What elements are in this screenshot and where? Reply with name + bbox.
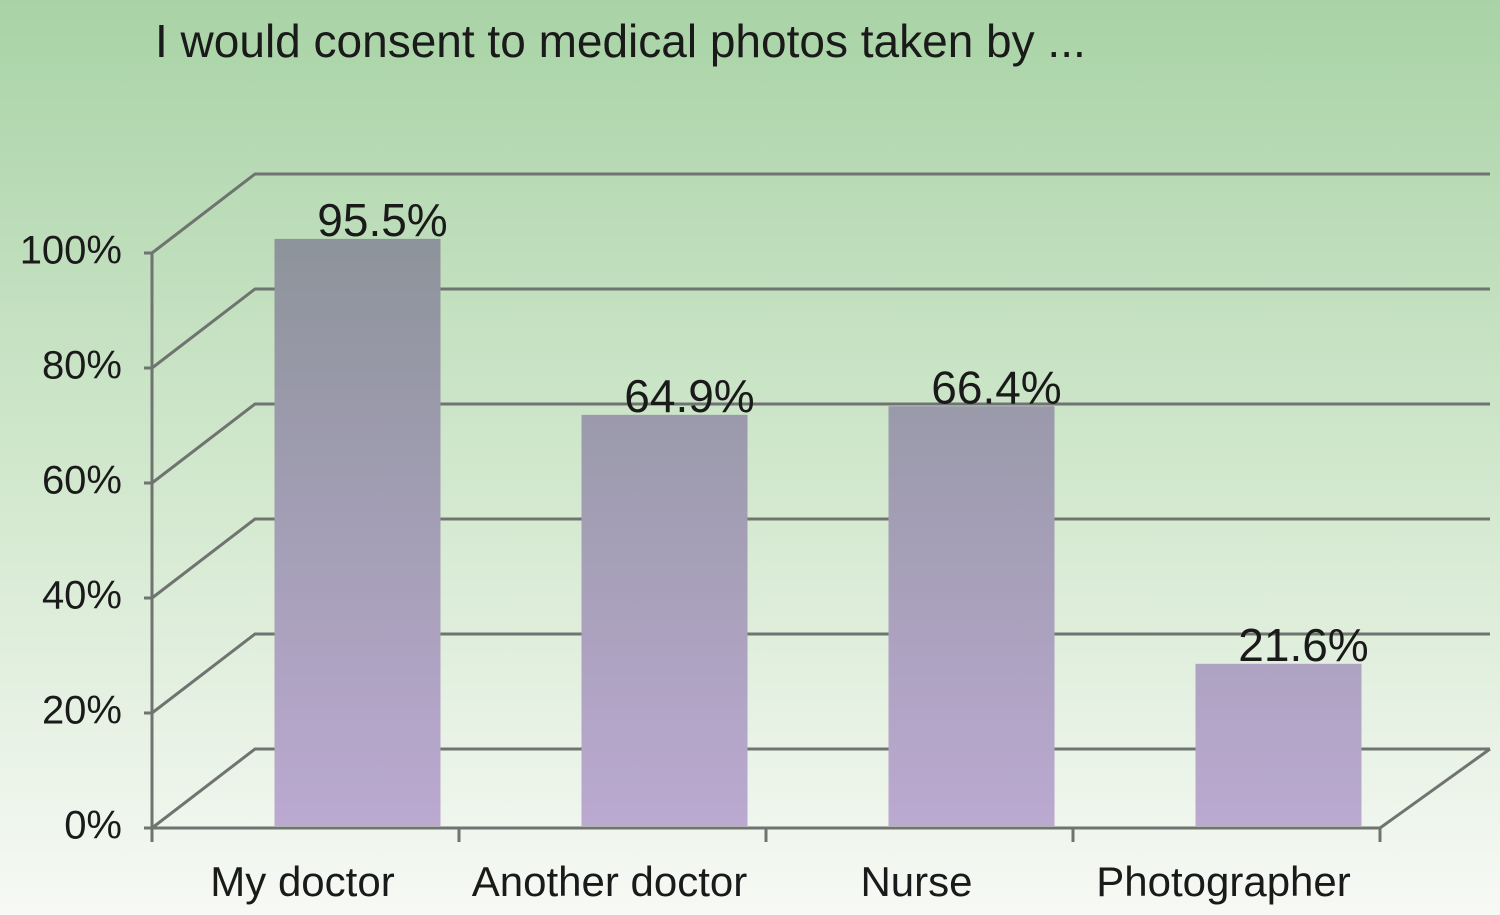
grid-line — [151, 632, 1490, 715]
y-tick-label: 100% — [20, 229, 122, 273]
y-tick-label: 40% — [42, 574, 122, 618]
grid-line — [151, 172, 1490, 255]
x-tick-label: Nurse — [860, 858, 972, 905]
grid-line — [151, 517, 1490, 600]
x-tick-label: Another doctor — [472, 858, 748, 905]
y-tick-label: 20% — [42, 689, 122, 733]
bar — [888, 406, 1055, 826]
y-tick-label: 60% — [42, 459, 122, 503]
x-tick-label: My doctor — [210, 858, 394, 905]
chart-title: I would consent to medical photos taken … — [155, 15, 1086, 67]
y-tick-label: 80% — [42, 344, 122, 388]
data-label: 64.9% — [624, 370, 754, 422]
bar — [274, 238, 441, 826]
x-tick-label: Photographer — [1096, 858, 1351, 905]
data-label: 95.5% — [317, 194, 447, 246]
grid-line — [151, 747, 1490, 830]
y-tick-label: 0% — [64, 804, 122, 848]
data-label: 21.6% — [1238, 619, 1368, 671]
grid-line — [151, 287, 1490, 370]
data-label: 66.4% — [931, 361, 1061, 413]
floor-edge — [1379, 747, 1491, 830]
grid-line — [151, 402, 1490, 485]
bar — [581, 414, 748, 826]
bar — [1195, 663, 1362, 826]
